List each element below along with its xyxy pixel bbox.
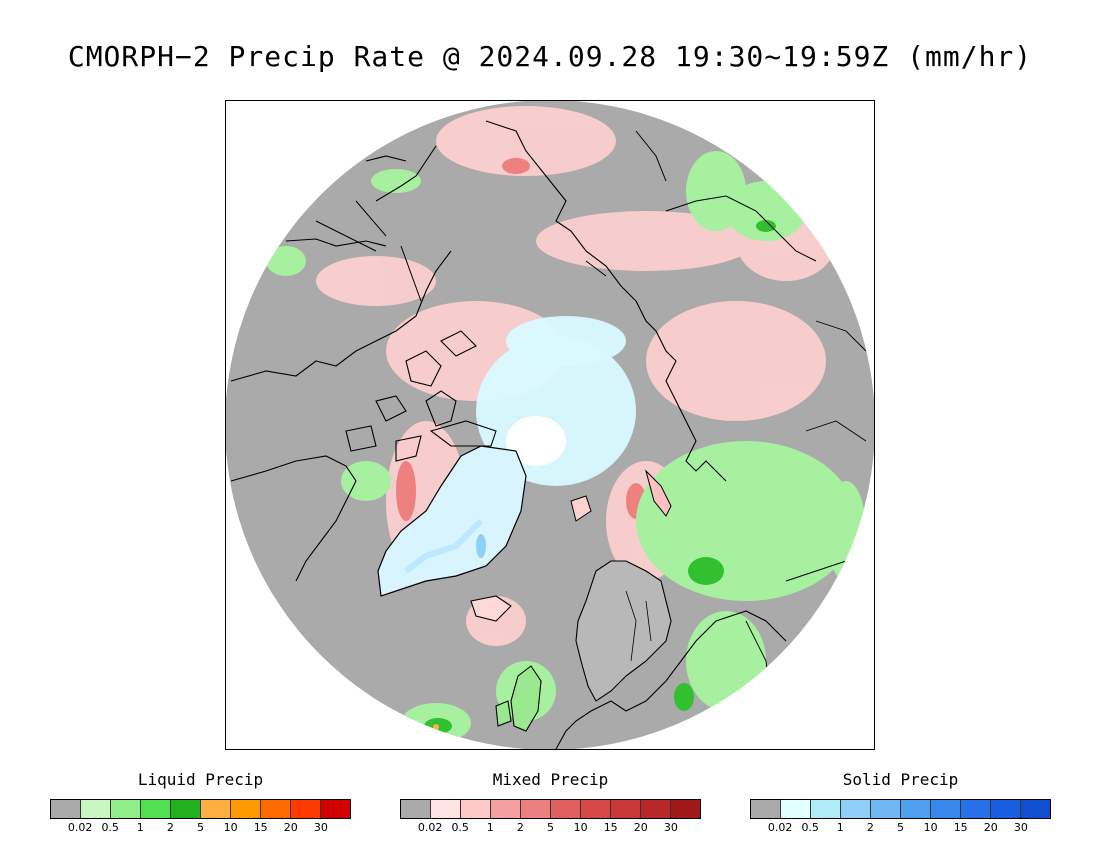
legend-colorbar <box>750 799 1051 819</box>
solid-precip-areas <box>476 316 636 486</box>
legend-swatch <box>1021 800 1050 818</box>
legend-title: Solid Precip <box>842 770 959 789</box>
legend-swatch <box>521 800 551 818</box>
legend-swatch <box>871 800 901 818</box>
legend-solid: Solid Precip 0.02 0.5 1 2 5 10 15 20 30 <box>750 770 1051 837</box>
liquid-precip-strong <box>424 220 776 734</box>
legend-tick-label: 1 <box>836 821 844 834</box>
map-canvas <box>226 101 874 749</box>
alaska-coast <box>285 145 437 247</box>
legend-tick-label: 5 <box>897 821 904 834</box>
legend-swatch <box>781 800 811 818</box>
legend-tick-label: 20 <box>983 821 998 834</box>
scandinavia-coast <box>575 560 672 702</box>
legend-swatch <box>231 800 261 818</box>
legend-swatch <box>291 800 321 818</box>
siberia-coast <box>485 120 727 482</box>
legend-mixed: Mixed Precip 0.02 0.5 1 2 5 10 15 20 30 <box>400 770 701 837</box>
iceland <box>470 595 512 622</box>
legend-tick-label: 0.5 <box>801 821 819 834</box>
legend-ticks: 0.02 0.5 1 2 5 10 15 20 30 <box>400 821 701 837</box>
legend-swatch <box>261 800 291 818</box>
legend-tick-label: 30 <box>1013 821 1028 834</box>
legend-tick-label: 5 <box>197 821 204 834</box>
legend-tick-label: 15 <box>953 821 968 834</box>
legend-tick-label: 20 <box>283 821 298 834</box>
legend-swatch <box>581 800 611 818</box>
legend-tick-label: 10 <box>573 821 588 834</box>
legend-swatch <box>671 800 700 818</box>
legend-tick-label: 0.02 <box>417 821 443 834</box>
legend-swatch <box>611 800 641 818</box>
heavy-cell <box>433 724 439 730</box>
legend-swatch <box>141 800 171 818</box>
legend-swatch <box>51 800 81 818</box>
legend-tick-label: 10 <box>923 821 938 834</box>
legend-tick-label: 0.5 <box>451 821 469 834</box>
chart-title: CMORPH−2 Precip Rate @ 2024.09.28 19:30~… <box>67 40 1033 73</box>
legend-ticks: 0.02 0.5 1 2 5 10 15 20 30 <box>50 821 351 837</box>
greenland-landmass <box>377 445 527 597</box>
legend-tick-label: 0.5 <box>101 821 119 834</box>
legend-swatch <box>171 800 201 818</box>
legend-tick-label: 1 <box>486 821 494 834</box>
legend-swatch <box>751 800 781 818</box>
legend-tick-label: 15 <box>253 821 268 834</box>
legend-swatch <box>931 800 961 818</box>
legend-tick-label: 30 <box>313 821 328 834</box>
legend-swatch <box>461 800 491 818</box>
legend-swatch <box>431 800 461 818</box>
canada-archipelago <box>345 330 497 462</box>
legend-swatch <box>401 800 431 818</box>
legend-tick-label: 1 <box>136 821 144 834</box>
legend-swatch <box>641 800 671 818</box>
legend-tick-label: 15 <box>603 821 618 834</box>
legend-tick-label: 5 <box>547 821 554 834</box>
north-america-coast <box>230 250 452 582</box>
legend-swatch <box>811 800 841 818</box>
legend-title: Mixed Precip <box>492 770 609 789</box>
british-isles <box>510 665 542 732</box>
legend-tick-label: 10 <box>223 821 238 834</box>
legend-swatch <box>81 800 111 818</box>
novaya-zemlya <box>645 469 672 517</box>
legend-swatch <box>961 800 991 818</box>
legend-swatch <box>901 800 931 818</box>
legend-title: Liquid Precip <box>137 770 264 789</box>
polar-map <box>225 100 875 750</box>
legend-tick-label: 30 <box>663 821 678 834</box>
legend-tick-label: 2 <box>166 821 174 834</box>
legend-swatch <box>491 800 521 818</box>
legend-tick-label: 0.02 <box>67 821 93 834</box>
ireland <box>495 700 512 727</box>
legend-swatch <box>201 800 231 818</box>
legend-swatch <box>841 800 871 818</box>
legend-tick-label: 0.02 <box>767 821 793 834</box>
legend-swatch <box>111 800 141 818</box>
legend-ticks: 0.02 0.5 1 2 5 10 15 20 30 <box>750 821 1051 837</box>
legend-swatch <box>321 800 350 818</box>
legend-swatch <box>991 800 1021 818</box>
legend-liquid: Liquid Precip 0.02 0.5 1 2 5 10 15 20 30 <box>50 770 351 837</box>
legend-tick-label: 20 <box>633 821 648 834</box>
svalbard <box>570 495 592 522</box>
legend-tick-label: 2 <box>866 821 874 834</box>
legend-colorbar <box>50 799 351 819</box>
legend-swatch <box>551 800 581 818</box>
legend-tick-label: 2 <box>516 821 524 834</box>
legend-colorbar <box>400 799 701 819</box>
